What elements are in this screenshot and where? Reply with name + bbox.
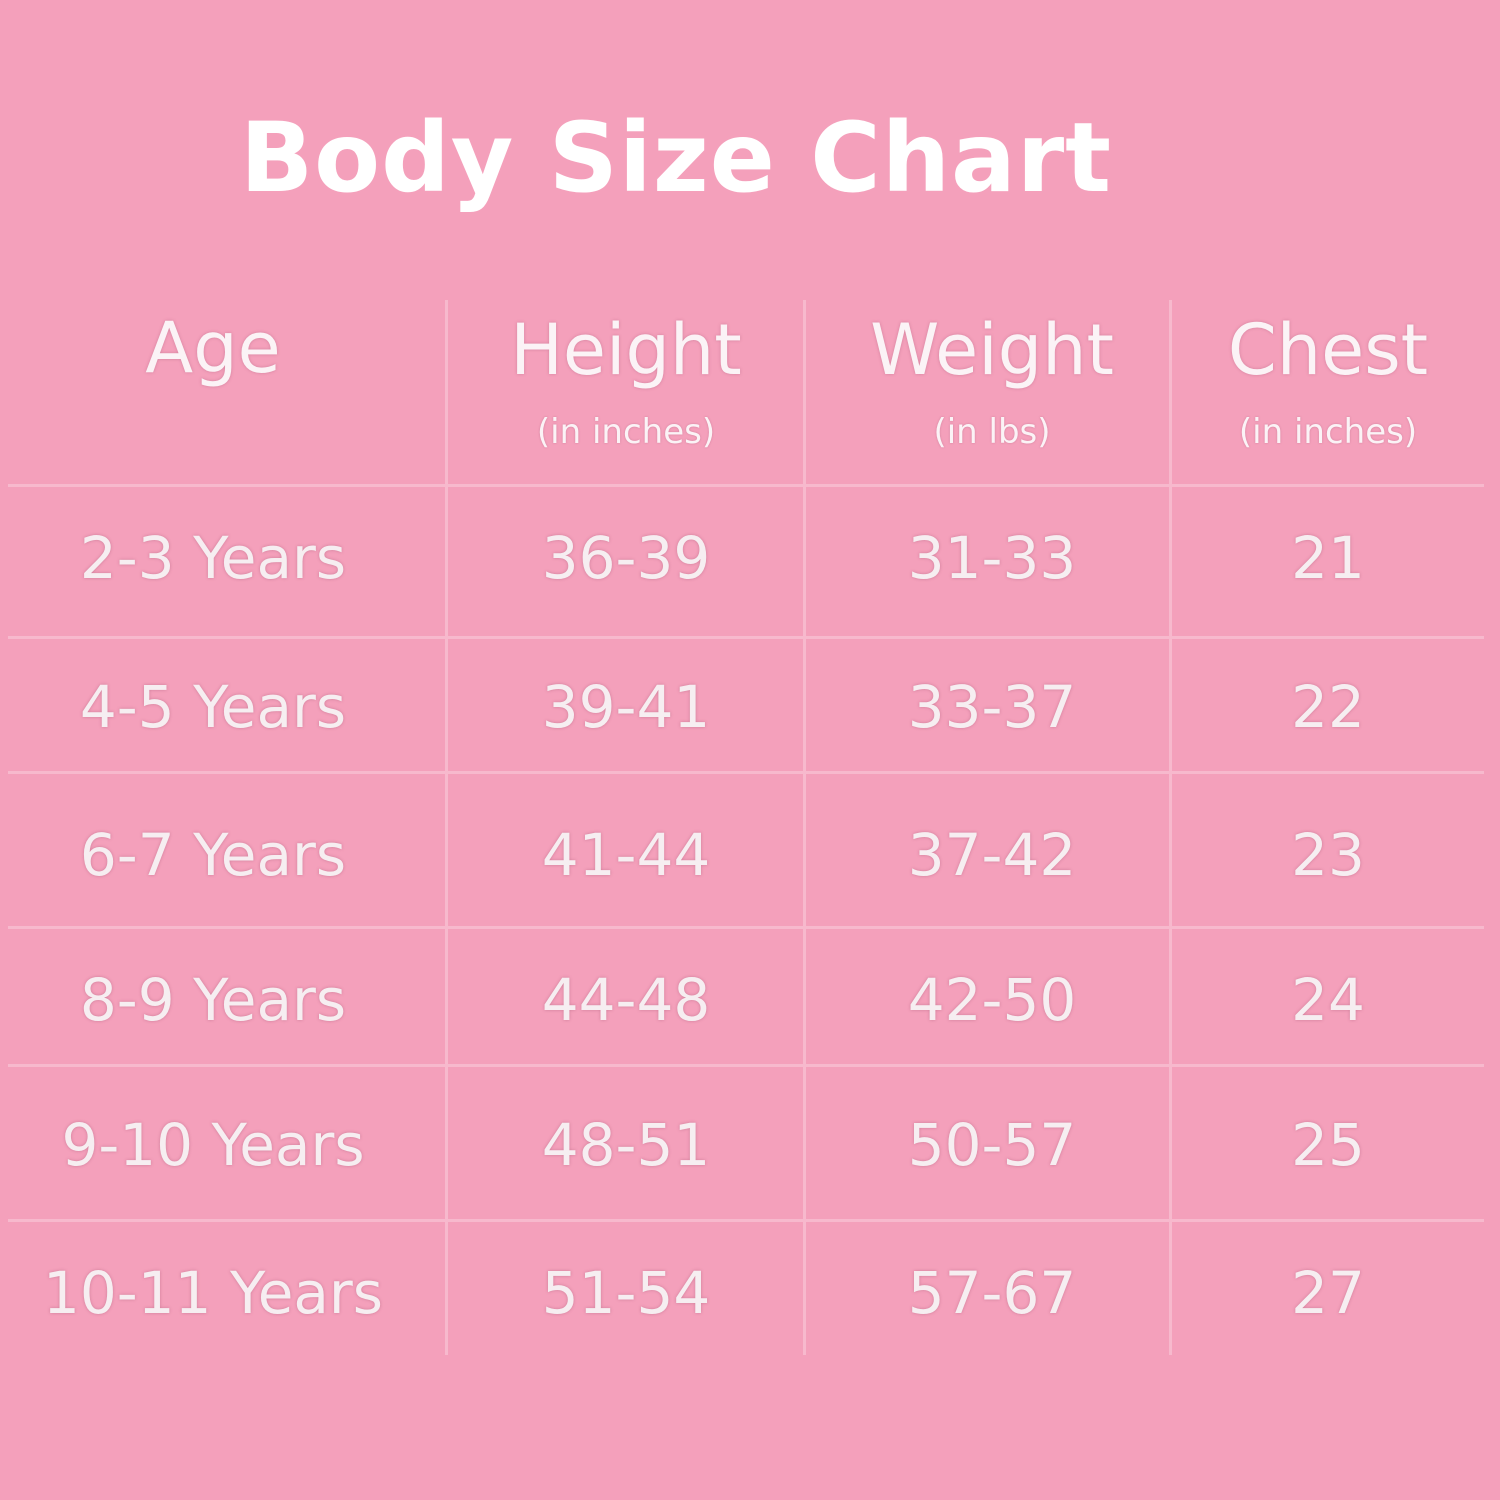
row-divider	[8, 926, 1484, 929]
value-cell: 51-54	[541, 1259, 711, 1327]
column-unit: (in lbs)	[933, 412, 1051, 452]
row-divider	[8, 1064, 1484, 1067]
value-cell: 21	[1291, 524, 1365, 592]
column-divider	[445, 300, 448, 1355]
value-cell: 50-57	[907, 1111, 1077, 1179]
age-cell: 6-7 Years	[79, 821, 347, 889]
column-header: Weight	[870, 309, 1114, 391]
value-cell: 42-50	[907, 966, 1077, 1034]
value-cell: 23	[1291, 821, 1365, 889]
row-divider	[8, 771, 1484, 774]
row-divider	[8, 636, 1484, 639]
value-cell: 33-37	[907, 673, 1077, 741]
age-cell: 10-11 Years	[43, 1259, 383, 1327]
value-cell: 37-42	[907, 821, 1077, 889]
age-cell: 2-3 Years	[79, 524, 347, 592]
value-cell: 25	[1291, 1111, 1365, 1179]
row-divider	[8, 1219, 1484, 1222]
age-cell: 4-5 Years	[79, 673, 347, 741]
column-unit: (in inches)	[1238, 412, 1418, 452]
value-cell: 36-39	[541, 524, 711, 592]
column-divider	[803, 300, 806, 1355]
value-cell: 24	[1291, 966, 1365, 1034]
age-cell: 8-9 Years	[79, 966, 347, 1034]
age-cell: 9-10 Years	[61, 1111, 365, 1179]
value-cell: 22	[1291, 673, 1365, 741]
column-unit: (in inches)	[536, 412, 716, 452]
value-cell: 48-51	[541, 1111, 711, 1179]
column-divider	[1169, 300, 1172, 1355]
value-cell: 44-48	[541, 966, 711, 1034]
title: Body Size Chart	[239, 102, 1113, 214]
value-cell: 39-41	[541, 673, 711, 741]
value-cell: 57-67	[907, 1259, 1077, 1327]
value-cell: 41-44	[541, 821, 711, 889]
value-cell: 31-33	[907, 524, 1077, 592]
column-header: Height	[510, 309, 742, 391]
value-cell: 27	[1291, 1259, 1365, 1327]
column-header: Chest	[1227, 309, 1429, 391]
row-divider	[8, 484, 1484, 487]
column-header: Age	[145, 307, 281, 389]
